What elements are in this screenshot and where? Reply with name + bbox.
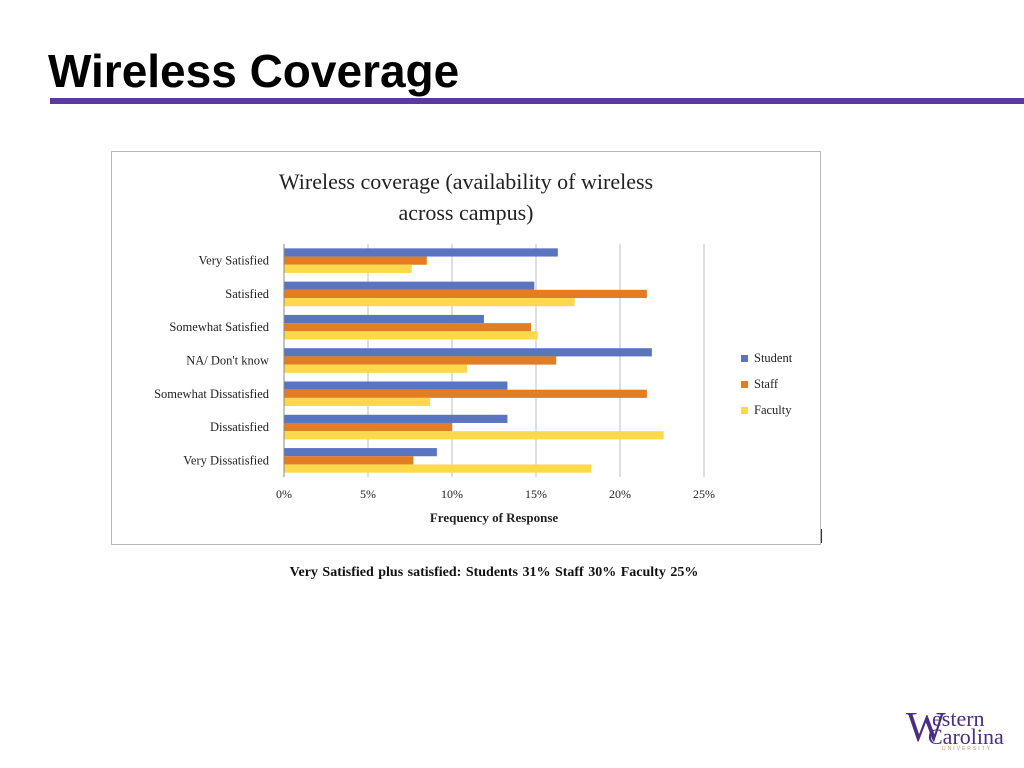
legend-label-student: Student	[754, 351, 793, 365]
chart-title: Wireless coverage (availability of wirel…	[278, 169, 654, 225]
legend-swatch-staff	[741, 381, 748, 388]
logo-word-1: estern	[932, 706, 985, 731]
university-logo: W estern Carolina UNIVERSITY	[906, 706, 1006, 754]
x-tick-label: 0%	[276, 487, 292, 501]
frame-marker	[821, 529, 822, 543]
category-label: Dissatisfied	[210, 420, 270, 434]
x-tick-label: 25%	[693, 487, 715, 501]
bar-student	[284, 448, 437, 457]
slide-title: Wireless Coverage	[48, 45, 460, 97]
bar-faculty	[284, 264, 412, 273]
bar-chart: 0% 5% 10% 15% 20% 25% Very Satisfied Satisfied S…	[154, 244, 793, 525]
x-axis-label: Frequency of Response	[430, 510, 559, 525]
logo-word-2: Carolina	[928, 724, 1004, 749]
bar-staff	[284, 356, 557, 365]
bar-student	[284, 281, 535, 290]
bar-faculty	[284, 298, 575, 307]
summary-text: Very Satisfied plus satisfied: Students …	[289, 565, 699, 580]
category-label: Very Satisfied	[199, 254, 270, 268]
title-rule	[50, 98, 1024, 104]
bar-student	[284, 348, 652, 357]
category-label: Somewhat Dissatisfied	[154, 387, 270, 401]
bar-staff	[284, 422, 452, 432]
bar-student	[284, 314, 484, 324]
bar-staff	[284, 256, 427, 265]
bar-staff	[284, 456, 414, 465]
x-tick-label: 20%	[609, 487, 631, 501]
bar-faculty	[284, 464, 592, 473]
x-tick-label: 5%	[360, 487, 376, 501]
bar-faculty	[284, 331, 538, 340]
legend-swatch-student	[741, 355, 748, 362]
category-label: Very Dissatisfied	[183, 453, 269, 467]
legend-label-staff: Staff	[754, 377, 779, 391]
x-tick-label: 15%	[525, 487, 547, 501]
bar-staff	[284, 389, 647, 398]
bar-staff	[284, 323, 531, 332]
bar-faculty	[284, 364, 468, 373]
bar-student	[284, 381, 508, 390]
bar-student	[284, 248, 558, 257]
chart-frame: Wireless coverage (availability of wirel…	[111, 151, 821, 545]
bar-faculty	[284, 397, 431, 407]
bar-staff	[284, 289, 647, 299]
category-label: Somewhat Satisfied	[169, 320, 269, 334]
legend-swatch-faculty	[741, 407, 748, 414]
category-label: NA/ Don't know	[186, 354, 269, 368]
bar-student	[284, 414, 508, 423]
category-label: Satisfied	[225, 287, 269, 301]
x-tick-label: 10%	[441, 487, 463, 501]
logo-mark: W	[906, 705, 946, 751]
logo-word-3: UNIVERSITY	[942, 746, 993, 752]
bar-faculty	[284, 431, 664, 440]
legend-label-faculty: Faculty	[754, 403, 792, 417]
